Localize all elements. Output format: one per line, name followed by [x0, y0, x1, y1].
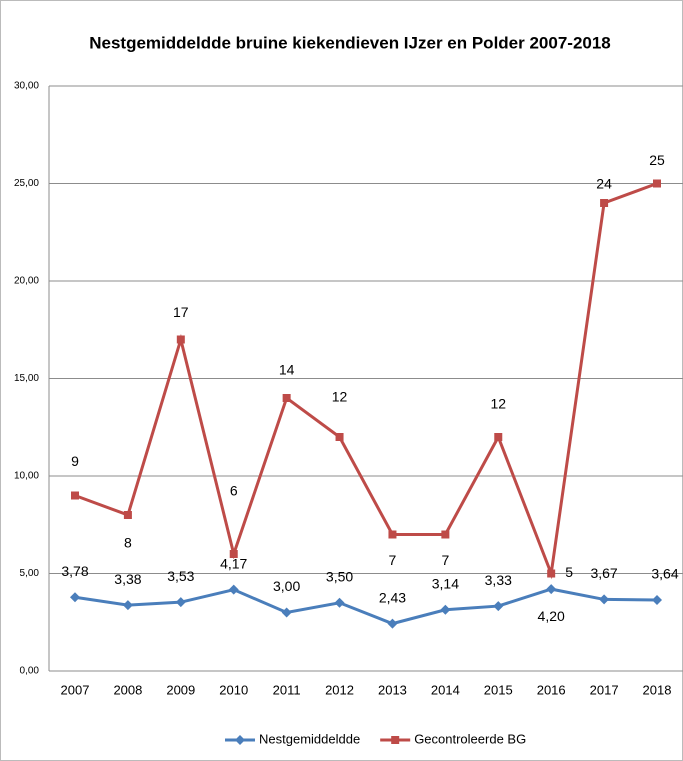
data-label: 12: [490, 396, 506, 412]
series-line: [74, 587, 658, 626]
data-label: 7: [389, 552, 397, 568]
data-label: 25: [649, 152, 665, 168]
data-label: 7: [441, 552, 449, 568]
marker: [388, 530, 397, 539]
data-label: 4,17: [220, 555, 247, 571]
legend-marker: [391, 736, 400, 744]
y-tick-label: 20,00: [14, 276, 39, 287]
data-label: 3,33: [485, 572, 512, 588]
x-tick-label: 2011: [273, 682, 301, 697]
data-label: 3,53: [167, 568, 194, 584]
marker: [123, 511, 132, 519]
marker: [335, 433, 344, 441]
x-tick-label: 2017: [590, 682, 619, 697]
marker: [228, 584, 239, 595]
data-label: 3,38: [114, 571, 141, 587]
marker: [175, 597, 186, 608]
marker: [600, 199, 609, 207]
marker: [229, 550, 238, 558]
marker: [281, 607, 292, 618]
marker: [599, 594, 610, 605]
data-label: 3,00: [273, 578, 300, 594]
data-label: 5: [565, 564, 573, 580]
marker: [387, 618, 398, 629]
marker: [440, 604, 451, 615]
y-tick-label: 5,00: [20, 568, 40, 579]
data-label: 6: [230, 483, 238, 499]
y-tick-label: 25,00: [14, 178, 39, 189]
data-label: 3,78: [61, 563, 88, 579]
marker: [176, 335, 185, 344]
data-label: 3,50: [326, 568, 353, 584]
x-tick-label: 2008: [113, 682, 142, 697]
data-label: 24: [596, 176, 612, 192]
marker: [493, 601, 504, 612]
legend-label: Nestgemiddeldde: [259, 731, 360, 746]
data-label: 3,67: [590, 565, 617, 581]
marker: [441, 530, 450, 539]
x-tick-label: 2007: [61, 682, 90, 697]
y-tick-label: 0,00: [20, 666, 40, 677]
data-label: 4,20: [538, 608, 565, 624]
marker: [122, 600, 133, 611]
x-tick-label: 2014: [431, 682, 460, 697]
data-label: 12: [332, 389, 348, 405]
data-label: 14: [279, 362, 295, 378]
marker: [547, 569, 556, 578]
series-line: [74, 182, 658, 580]
marker: [334, 597, 345, 608]
x-tick-label: 2009: [166, 682, 195, 697]
x-tick-label: 2010: [219, 682, 248, 697]
data-label: 3,64: [651, 566, 678, 582]
legend-marker: [235, 735, 245, 745]
data-label: 2,43: [379, 589, 406, 605]
marker: [653, 179, 661, 188]
x-tick-label: 2012: [325, 682, 354, 697]
marker: [70, 592, 80, 603]
legend-label: Gecontroleerde BG: [414, 731, 526, 746]
data-label: 17: [173, 304, 189, 320]
x-tick-label: 2013: [378, 682, 407, 697]
y-tick-label: 30,00: [14, 81, 39, 92]
chart-title: Nestgemiddeldde bruine kiekendieven IJze…: [89, 33, 611, 52]
marker: [282, 394, 291, 402]
data-label: 9: [71, 453, 79, 469]
marker: [546, 584, 557, 595]
marker: [494, 433, 503, 441]
marker: [71, 491, 79, 500]
x-tick-label: 2016: [537, 682, 566, 697]
x-tick-label: 2018: [643, 682, 672, 697]
data-label: 3,14: [432, 575, 459, 591]
x-tick-label: 2015: [484, 682, 513, 697]
y-tick-label: 10,00: [14, 471, 39, 482]
y-tick-label: 15,00: [14, 373, 39, 384]
marker: [652, 595, 662, 606]
data-label: 8: [124, 535, 132, 551]
